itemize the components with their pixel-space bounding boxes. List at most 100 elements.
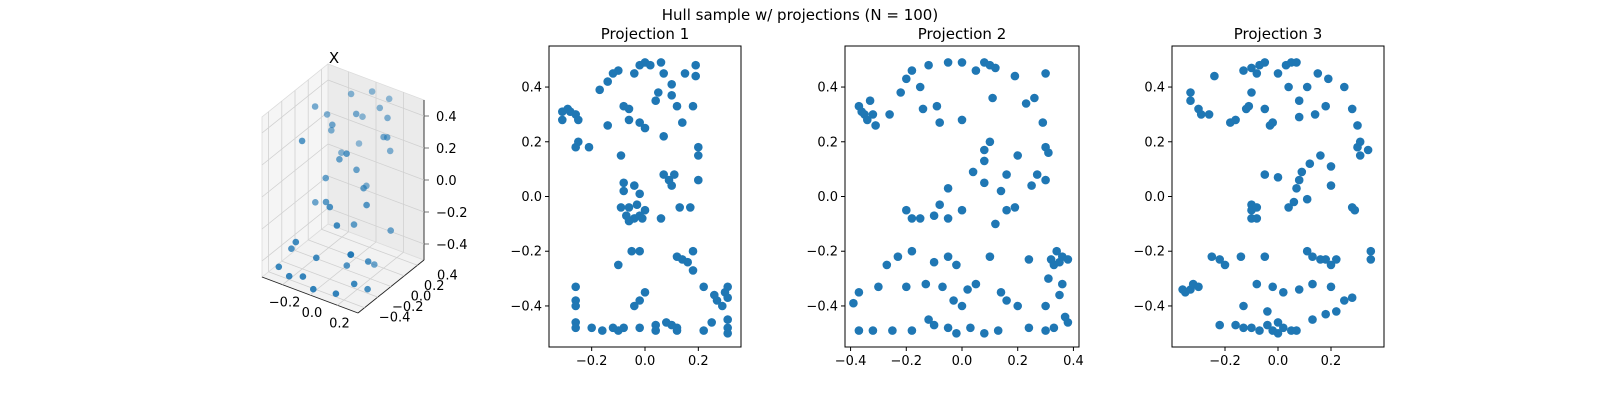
scatter-point: [1013, 301, 1022, 311]
scatter-point: [918, 104, 928, 114]
scatter-point: [868, 326, 878, 335]
y-tick-label: 0.0: [521, 190, 542, 205]
projection-2-frame: [844, 45, 1080, 348]
scatter-point: [1350, 205, 1360, 215]
scatter-point: [619, 178, 628, 188]
scatter-point: [1024, 323, 1034, 333]
scatter-point: [1231, 320, 1240, 330]
scatter-point: [627, 246, 636, 256]
scatter-point: [1231, 115, 1240, 125]
scatter-point: [723, 293, 732, 303]
scatter-point: [630, 301, 639, 311]
scatter-point: [723, 329, 732, 338]
scatter-point: [871, 121, 880, 130]
grid-line: [327, 175, 425, 213]
scatter-point: [971, 66, 981, 75]
scatter-point-3d: [336, 156, 343, 163]
scatter-point: [1289, 197, 1299, 207]
scatter-point: [1044, 274, 1053, 283]
grid-line: [308, 239, 405, 277]
scatter-point-3d: [350, 221, 358, 228]
scatter-point: [651, 96, 660, 105]
scatter-point: [608, 323, 618, 333]
scatter-point: [624, 216, 634, 226]
scatter-point: [902, 205, 911, 215]
scatter-point: [571, 301, 580, 311]
scatter-point: [1058, 279, 1067, 289]
scatter-point-3d: [350, 280, 358, 288]
scatter-point-3d: [292, 238, 300, 246]
scatter-point: [1247, 88, 1256, 97]
scatter-point: [640, 205, 650, 215]
scatter-point: [1294, 285, 1304, 294]
scatter-point: [1002, 170, 1011, 179]
projection-3-title: Projection 3: [1234, 25, 1322, 43]
scatter-point: [1347, 293, 1357, 303]
scatter-point: [924, 60, 933, 70]
scatter-point: [1326, 162, 1336, 171]
scatter-point: [1215, 320, 1224, 330]
scatter-point: [1340, 296, 1349, 305]
scatter-point-3d: [312, 199, 319, 206]
scatter-point: [1355, 151, 1365, 160]
scatter-point: [1063, 318, 1073, 327]
scatter-point: [1353, 121, 1362, 130]
scatter-point: [1247, 63, 1256, 73]
y-tick-label: −0.2: [806, 245, 838, 260]
scatter-point: [675, 203, 684, 212]
scatter-point: [980, 329, 989, 338]
scatter-point: [672, 101, 682, 111]
panel-projection-3: Projection 3 −0.2 0.0 0.2 −0.4 −0.2 0.0 0.2 0.4: [1133, 25, 1385, 369]
scatter-point-3d: [322, 174, 330, 182]
scatter-point: [587, 323, 596, 333]
scatter-point: [678, 118, 687, 127]
scatter-point: [571, 323, 580, 333]
scatter-point: [980, 156, 989, 166]
scatter-point: [1027, 181, 1036, 190]
scatter-point: [1010, 203, 1020, 212]
scatter-point: [932, 101, 942, 111]
y-tick-label: −0.2: [510, 245, 542, 260]
grid-line: [327, 143, 425, 181]
scatter-point: [1252, 69, 1262, 78]
scatter-point: [635, 246, 644, 256]
scatter-point-3d: [364, 258, 372, 265]
scatter-point: [971, 279, 981, 289]
scatter-point: [1252, 279, 1262, 289]
y-tick-label: −0.4: [379, 311, 411, 326]
scatter-point: [980, 178, 989, 188]
scatter-point: [1021, 99, 1031, 108]
scatter-point: [943, 252, 953, 261]
scatter-point-3d: [363, 182, 370, 190]
scatter-point: [1308, 252, 1317, 261]
scatter-point: [985, 252, 995, 261]
scatter-point: [1310, 110, 1320, 119]
scatter-point: [907, 66, 917, 75]
y-tick-label: −0.4: [510, 299, 542, 314]
x-tick-label: −0.4: [835, 354, 867, 369]
grid-line: [327, 207, 425, 245]
scatter-point: [882, 260, 892, 270]
scatter-point: [1279, 323, 1288, 333]
scatter-point: [996, 288, 1006, 297]
scatter-point: [968, 167, 978, 177]
scatter-point: [902, 74, 911, 84]
y-tick-label: 0.4: [521, 81, 542, 96]
scatter-point: [907, 326, 917, 335]
scatter-point: [1273, 69, 1283, 78]
scatter-point: [929, 320, 939, 330]
scatter-point: [1215, 255, 1224, 264]
scatter-point: [988, 93, 997, 103]
scatter-point: [1324, 74, 1333, 84]
z-tick-label: 0.2: [436, 142, 457, 157]
figure-suptitle: Hull sample w/ projections (N = 100): [662, 6, 938, 24]
scatter-point: [635, 118, 644, 127]
scatter-point-3d: [338, 149, 345, 156]
scatter-point: [686, 203, 695, 212]
scatter-point-3d: [384, 114, 391, 122]
scatter-point: [854, 326, 864, 335]
scatter-point: [640, 123, 650, 133]
y-tick-label: −0.4: [1133, 299, 1165, 314]
scatter-point-3d: [310, 285, 317, 293]
scatter-point: [630, 69, 639, 78]
